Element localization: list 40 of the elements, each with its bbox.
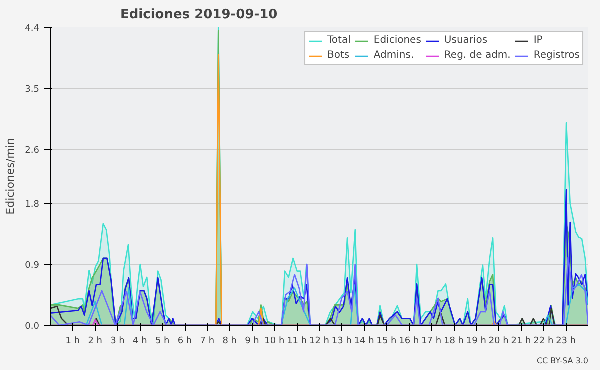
y-tick-label: 0.9 xyxy=(25,261,40,272)
legend-label: Admins. xyxy=(374,50,414,61)
y-tick-label: 2.6 xyxy=(25,146,40,156)
x-tick-label: 7 h xyxy=(200,336,215,346)
x-tick-label: 22 h xyxy=(534,336,554,346)
y-tick-label: 1.8 xyxy=(25,200,40,210)
x-tick-label: 20 h xyxy=(488,336,509,346)
y-tick-label: 0.0 xyxy=(25,322,40,332)
x-tick-label: 18 h xyxy=(444,336,464,346)
x-tick-label: 12 h xyxy=(309,336,330,346)
x-tick-label: 19 h xyxy=(466,336,486,346)
x-tick-label: 8 h xyxy=(222,336,237,346)
x-tick-label: 3 h xyxy=(110,336,125,346)
legend-label: Registros xyxy=(534,50,580,61)
legend-label: Reg. de adm. xyxy=(444,50,511,61)
x-tick-label: 6 h xyxy=(178,336,192,346)
x-tick-label: 5 h xyxy=(155,336,170,346)
legend-label: Usuarios xyxy=(444,35,488,46)
x-tick-label: 4 h xyxy=(133,336,148,346)
x-tick-label: 15 h xyxy=(376,336,397,346)
text: CC BY-SA 3.0 xyxy=(536,356,589,366)
y-axis-title: Ediciones/min xyxy=(4,138,18,215)
legend-label: IP xyxy=(534,35,544,46)
x-tick-label: 23 h xyxy=(556,336,576,346)
x-tick-label: 21 h xyxy=(511,336,532,346)
x-tick-label: 10 h xyxy=(264,336,285,346)
x-tick-label: 11 h xyxy=(287,336,308,346)
legend-label: Ediciones xyxy=(374,35,422,46)
legend-label: Bots xyxy=(328,50,350,61)
x-tick-label: 2 h xyxy=(88,336,102,346)
y-tick-label: 4.4 xyxy=(25,24,40,34)
x-tick-label: 13 h xyxy=(332,336,352,346)
legend-label: Total xyxy=(328,35,351,46)
x-tick-label: 17 h xyxy=(422,336,442,346)
chart-title: Ediciones 2019-09-10 xyxy=(120,8,278,22)
x-tick-label: 14 h xyxy=(354,336,374,346)
y-tick-label: 3.5 xyxy=(25,84,40,95)
x-tick-label: 9 h xyxy=(245,336,260,346)
x-tick-label: 16 h xyxy=(399,336,420,346)
x-tick-label: 1 h xyxy=(66,336,80,346)
